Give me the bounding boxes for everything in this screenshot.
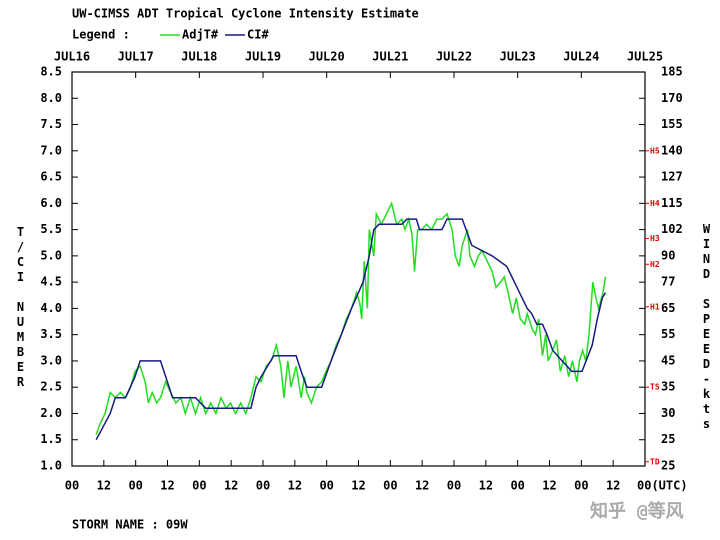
- x-tick-label: 12: [606, 479, 620, 493]
- x-tick-label: 00: [65, 479, 79, 493]
- intensity-label: H4: [650, 199, 660, 208]
- x-tick-label: 12: [542, 479, 556, 493]
- x-top-tick-label: JUL19: [245, 50, 281, 64]
- x-top-tick-label: JUL20: [309, 50, 345, 64]
- y-tick-label: 8.5: [40, 65, 62, 79]
- intensity-label: H1: [650, 302, 660, 311]
- intensity-label: TD: [650, 457, 660, 466]
- x-tick-label: 12: [97, 479, 111, 493]
- x-top-tick-label: JUL16: [54, 50, 90, 64]
- x-tick-label: 12: [351, 479, 365, 493]
- x-tick-label: 00: [128, 479, 142, 493]
- y2-tick-label: 102: [661, 222, 683, 236]
- x-tick-label: 00: [383, 479, 397, 493]
- series-line: [95, 218, 607, 441]
- x-tick-label: 12: [288, 479, 302, 493]
- y-tick-label: 6.0: [40, 196, 62, 210]
- x-tick-label: 00: [192, 479, 206, 493]
- legend-label: CI#: [247, 28, 269, 42]
- intensity-label: H3: [650, 234, 660, 243]
- y2-tick-label: 115: [661, 196, 683, 210]
- y-tick-label: 6.5: [40, 170, 62, 184]
- legend-label: AdjT#: [182, 28, 219, 42]
- x-tick-label: 00(UTC): [637, 479, 688, 493]
- y2-tick-label: 25: [661, 432, 675, 446]
- x-tick-label: 12: [160, 479, 174, 493]
- y-tick-label: 3.5: [40, 327, 62, 341]
- y-tick-label: 5.5: [40, 222, 62, 236]
- y2-tick-label: 35: [661, 380, 675, 394]
- y2-tick-label: 185: [661, 65, 683, 79]
- y2-tick-label: 170: [661, 91, 683, 105]
- y-tick-label: 5.0: [40, 248, 62, 262]
- x-tick-label: 12: [224, 479, 238, 493]
- y2-tick-label: 45: [661, 353, 675, 367]
- y2-tick-label: 90: [661, 248, 675, 262]
- watermark: 知乎 @等风: [590, 500, 684, 522]
- x-top-tick-label: JUL25: [627, 50, 663, 64]
- intensity-label: TS: [650, 383, 660, 392]
- x-tick-label: 00: [574, 479, 588, 493]
- y-tick-label: 2.5: [40, 380, 62, 394]
- y2-tick-label: 77: [661, 275, 675, 289]
- y-tick-label: 2.0: [40, 406, 62, 420]
- y-tick-label: 7.0: [40, 143, 62, 157]
- y2-tick-label: 155: [661, 117, 683, 131]
- y-axis-label: T/CI NUMBER: [14, 225, 28, 390]
- chart-title: UW-CIMSS ADT Tropical Cyclone Intensity …: [72, 7, 419, 21]
- y-tick-label: 8.0: [40, 91, 62, 105]
- y-tick-label: 4.0: [40, 301, 62, 315]
- x-top-tick-label: JUL24: [563, 50, 599, 64]
- y-tick-label: 3.0: [40, 353, 62, 367]
- y-tick-label: 1.0: [40, 459, 62, 473]
- y2-tick-label: 55: [661, 327, 675, 341]
- y2-tick-label: 65: [661, 301, 675, 315]
- footer: STORM NAME : 09W: [72, 518, 188, 532]
- plot-frame: [71, 71, 646, 467]
- y-tick-label: 1.5: [40, 432, 62, 446]
- y2-tick-label: 127: [661, 170, 683, 184]
- x-tick-label: 00: [447, 479, 461, 493]
- x-tick-label: 00: [256, 479, 270, 493]
- x-tick-label: 00: [510, 479, 524, 493]
- y2-tick-label: 140: [661, 143, 683, 157]
- x-tick-label: 00: [319, 479, 333, 493]
- intensity-label: H5: [650, 146, 660, 155]
- legend-title: Legend :: [72, 28, 130, 42]
- x-top-tick-label: JUL22: [436, 50, 472, 64]
- intensity-label: H2: [650, 260, 660, 269]
- series-line: [95, 201, 607, 435]
- y-tick-label: 7.5: [40, 117, 62, 131]
- x-top-tick-label: JUL21: [372, 50, 408, 64]
- y2-axis-label: WIND SPEED-kts: [700, 222, 714, 432]
- x-tick-label: 12: [479, 479, 493, 493]
- x-top-tick-label: JUL17: [118, 50, 154, 64]
- x-tick-label: 12: [415, 479, 429, 493]
- x-top-tick-label: JUL18: [181, 50, 217, 64]
- y2-tick-label: 30: [661, 406, 675, 420]
- y-tick-label: 4.5: [40, 275, 62, 289]
- y2-tick-label: 25: [661, 459, 675, 473]
- x-top-tick-label: JUL23: [500, 50, 536, 64]
